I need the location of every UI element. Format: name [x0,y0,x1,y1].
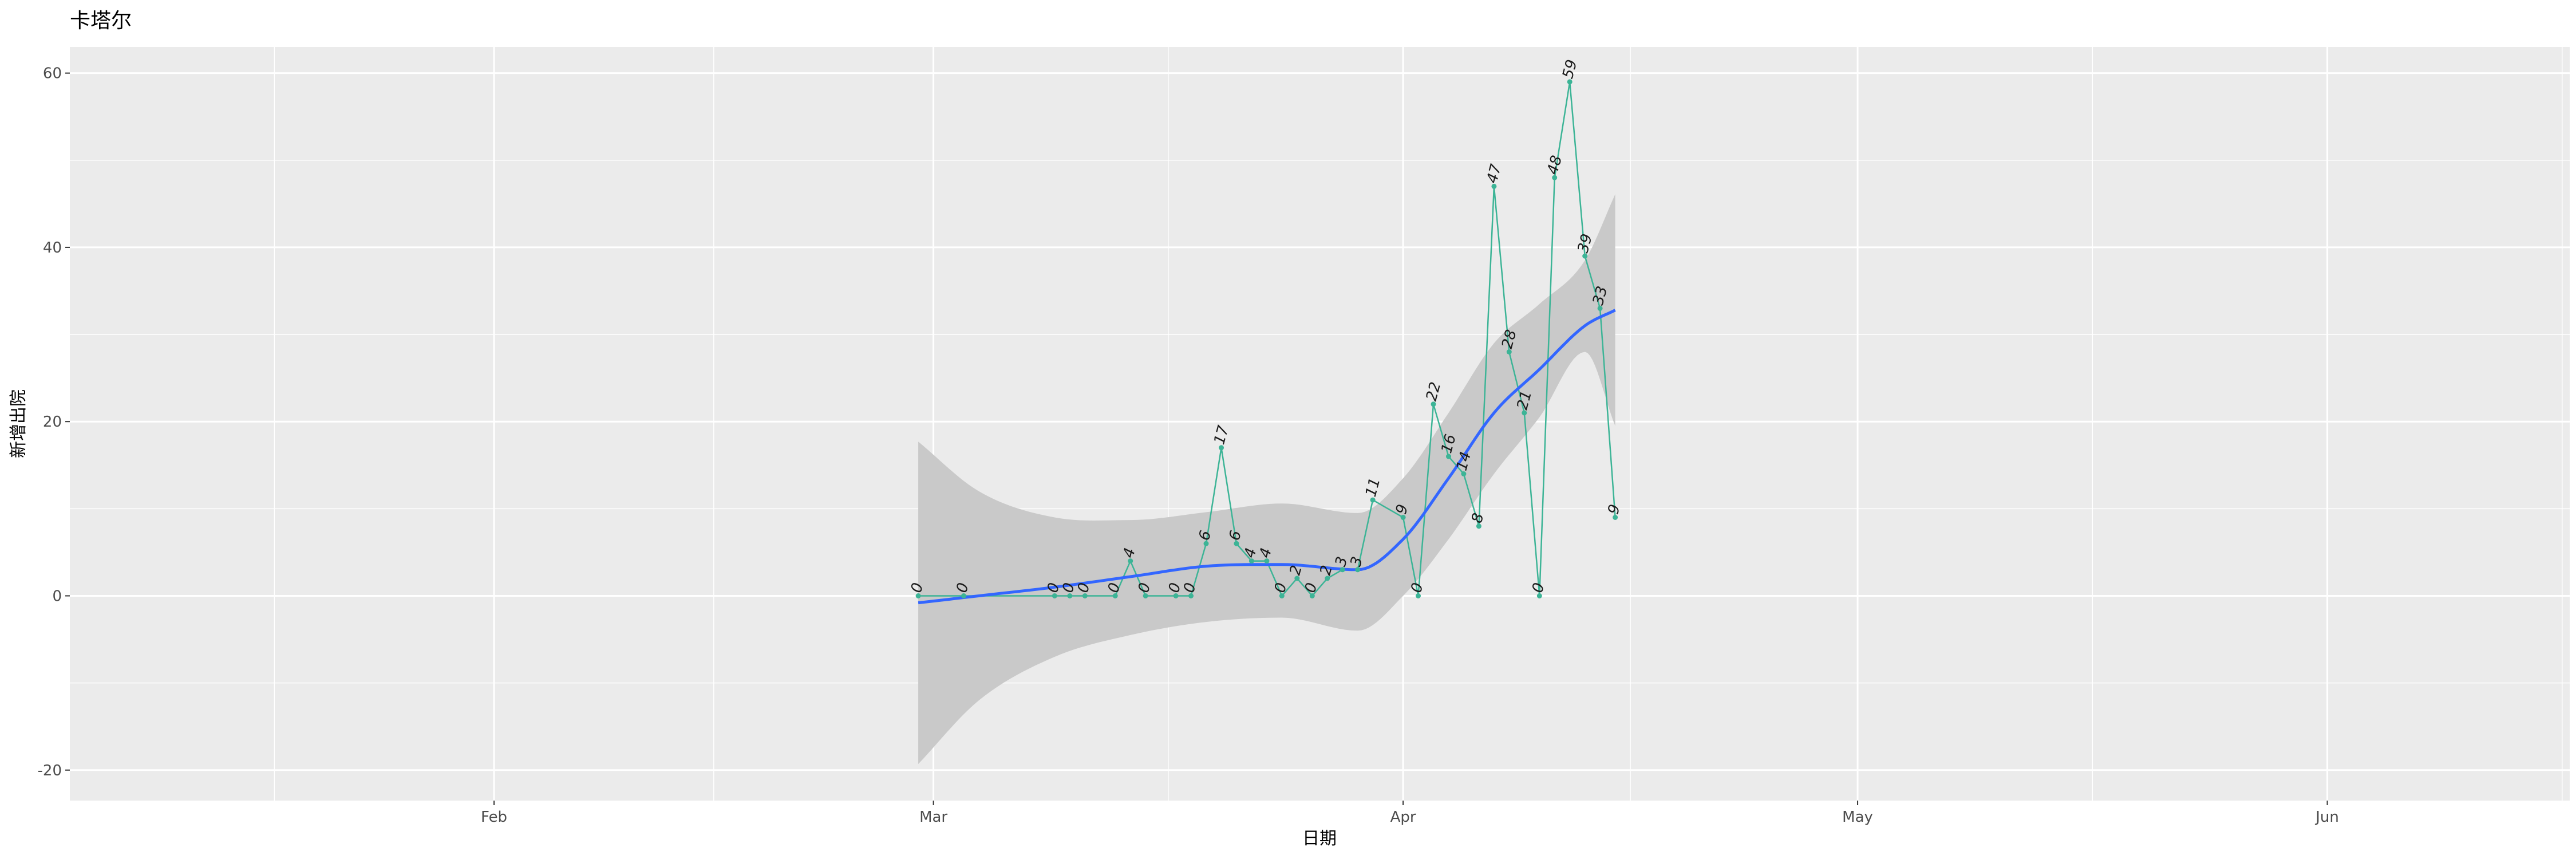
data-point [1279,593,1285,598]
data-point [1476,523,1481,529]
data-point [1264,558,1270,564]
data-point [1552,175,1558,180]
data-label: 6 [1196,529,1215,542]
data-label: 2 [1287,564,1306,577]
y-tick-label: 40 [43,239,62,257]
data-point [1613,515,1618,520]
data-label: 0 [1529,581,1548,595]
confidence-band [918,194,1615,765]
data-label: 8 [1468,511,1487,525]
data-point [1294,576,1300,581]
data-point [1112,593,1118,598]
data-point [1431,401,1436,407]
data-label: 6 [1226,529,1245,542]
data-point [1355,567,1361,573]
data-label: 2 [1317,564,1336,577]
data-point [1446,454,1451,459]
confidence-band-layer [918,194,1615,765]
y-tick-label: 0 [52,588,62,605]
y-axis-label: 新增出院 [9,389,29,458]
point-layer [915,79,1618,598]
data-point [1416,593,1421,598]
data-point [1173,593,1179,598]
x-tick-label: Feb [481,809,507,826]
data-point [1309,593,1315,598]
data-label: 4 [1241,546,1260,560]
data-label: 0 [1060,581,1078,595]
data-label: 4 [1257,546,1275,560]
data-label: 0 [1408,581,1427,595]
data-point [1461,471,1467,476]
data-point [1325,576,1330,581]
data-label-layer: 0 0 000 040 00617644020233119022161484728210… [908,58,1624,594]
data-point [1567,79,1573,85]
data-label: 0 [1074,581,1093,595]
data-point [1400,515,1406,520]
x-tick-label: Mar [919,809,947,826]
data-point [1582,253,1588,259]
plot-panel [70,47,2570,801]
x-tick-label: Apr [1390,809,1416,826]
y-tick-label: 60 [43,65,62,82]
data-label: 3 [1332,555,1351,569]
data-point [1522,410,1527,416]
data-label: 0 [1180,581,1199,595]
y-tick-label: 20 [43,413,62,431]
data-point [1370,497,1376,503]
data-label: 0 [1302,581,1321,595]
data-point [1143,593,1148,598]
data-label: 0 [1271,581,1290,595]
data-point [1067,593,1073,598]
x-axis-label: 日期 [1302,829,1337,849]
data-label: 0 [1135,581,1154,595]
data-label: 9 [1393,503,1412,517]
data-label: 0 [1044,581,1063,595]
data-label: 9 [1605,503,1623,517]
data-label: 0 [953,581,972,595]
data-point [1234,541,1239,546]
data-point [1082,593,1088,598]
data-point [1052,593,1057,598]
data-point [1219,445,1224,451]
x-tick-label: May [1842,809,1873,826]
y-tick-label: -20 [38,762,62,779]
data-point [915,593,921,598]
data-point [1188,593,1194,598]
data-point [1597,305,1603,311]
data-point [961,593,966,598]
data-label: 0 [908,581,927,595]
data-label: 0 [1165,581,1184,595]
data-point [1249,558,1254,564]
data-label: 0 [1105,581,1124,595]
x-tick-label: Jun [2314,809,2339,826]
data-point [1203,541,1209,546]
data-point [1340,567,1345,573]
data-point [1536,593,1542,598]
chart-title: 卡塔尔 [70,9,132,33]
data-point [1128,558,1133,564]
data-point [1491,183,1497,189]
data-label: 3 [1347,555,1366,569]
data-label: 4 [1120,546,1139,560]
data-point [1506,349,1512,354]
